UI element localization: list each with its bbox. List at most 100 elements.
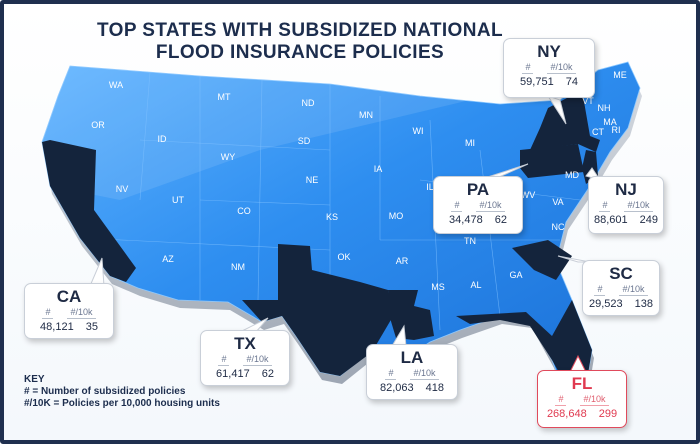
col-header-rate: #/10k — [410, 368, 439, 380]
state-label-wy: WY — [221, 152, 236, 162]
state-label-ms: MS — [431, 282, 445, 292]
state-sc — [512, 240, 572, 280]
policy-count: 59,751 — [520, 76, 554, 88]
policy-rate: 418 — [425, 382, 444, 394]
callout-fl: FL # #/10k 268,648 299 — [537, 370, 627, 428]
state-label-ri: RI — [612, 125, 621, 135]
state-label-tn: TN — [464, 236, 476, 246]
policy-rate: 299 — [598, 408, 618, 420]
state-label-co: CO — [237, 206, 251, 216]
policy-rate: 249 — [639, 214, 658, 226]
policy-rate: 138 — [634, 298, 653, 310]
callout-nj: NJ # #/10k 88,601 249 — [588, 176, 664, 234]
callout-pa: PA # #/10k 34,478 62 — [433, 176, 523, 234]
col-header-count: # — [555, 394, 567, 406]
state-label-mt: MT — [218, 92, 231, 102]
state-label-ok: OK — [337, 252, 350, 262]
state-label-or: OR — [91, 120, 105, 130]
state-pa — [520, 144, 584, 178]
key-line-count: # = Number of subsidized policies — [24, 386, 186, 397]
state-label-wa: WA — [109, 80, 123, 90]
callout-state: NJ — [615, 180, 637, 199]
policy-rate: 35 — [85, 321, 98, 333]
state-label-ia: IA — [374, 164, 383, 174]
policy-count: 34,478 — [449, 214, 483, 226]
callout-ca: CA # #/10k 48,121 35 — [24, 283, 114, 339]
callout-sc: SC # #/10k 29,523 138 — [582, 260, 660, 316]
col-header-count: # — [599, 200, 611, 212]
title-line-2: FLOOD INSURANCE POLICIES — [155, 42, 445, 63]
state-label-ut: UT — [172, 195, 184, 205]
state-label-ne: NE — [306, 175, 319, 185]
state-label-id: ID — [158, 134, 168, 144]
col-header-count: # — [451, 200, 463, 212]
state-label-ma: MA — [603, 117, 617, 127]
state-label-ct: CT — [592, 127, 604, 137]
col-header-rate: #/10k — [476, 200, 505, 212]
state-label-ga: GA — [509, 270, 522, 280]
state-label-wv: WV — [521, 190, 536, 200]
col-header-rate: #/10k — [243, 354, 272, 366]
state-label-md: MD — [565, 170, 579, 180]
policy-rate: 74 — [565, 76, 578, 88]
state-label-mn: MN — [359, 110, 373, 120]
state-label-mo: MO — [389, 211, 404, 221]
callout-state: TX — [234, 334, 256, 353]
policy-count: 268,648 — [546, 408, 587, 420]
col-header-rate: #/10k — [624, 200, 653, 212]
state-label-wi: WI — [413, 126, 424, 136]
key-heading: KEY — [24, 374, 45, 385]
col-header-count: # — [42, 307, 54, 319]
key-line-rate: #/10K = Policies per 10,000 housing unit… — [24, 398, 220, 409]
callout-state: NY — [537, 42, 561, 61]
col-header-count: # — [594, 284, 606, 296]
policy-count: 61,417 — [216, 368, 250, 380]
state-label-il: IL — [426, 182, 434, 192]
pointer-ny — [546, 95, 567, 125]
map-sheen — [42, 66, 470, 200]
state-label-nm: NM — [231, 262, 245, 272]
state-label-nh: NH — [598, 103, 611, 113]
state-label-nd: ND — [302, 98, 315, 108]
col-header-rate: #/10k — [67, 307, 96, 319]
policy-rate: 62 — [261, 368, 274, 380]
callout-ny: NY # #/10k 59,751 74 — [503, 38, 595, 98]
callout-state: FL — [571, 374, 593, 393]
infographic-title: TOP STATES WITH SUBSIDIZED NATIONAL FLOO… — [80, 20, 520, 64]
policy-count: 88,601 — [593, 214, 628, 226]
state-label-me: ME — [613, 70, 627, 80]
state-label-ks: KS — [326, 212, 338, 222]
callout-state: CA — [56, 287, 82, 306]
col-header-rate: #/10k — [619, 284, 648, 296]
callout-la: LA # #/10k 82,063 418 — [366, 344, 458, 400]
callout-tx: TX # #/10k 61,417 62 — [200, 330, 290, 386]
state-label-al: AL — [470, 280, 481, 290]
state-label-ar: AR — [396, 256, 409, 266]
state-tx — [242, 244, 392, 376]
callout-state: PA — [466, 180, 490, 199]
state-label-va: VA — [552, 197, 563, 207]
col-header-rate: #/10k — [547, 62, 576, 74]
title-line-1: TOP STATES WITH SUBSIDIZED NATIONAL — [97, 20, 503, 41]
callout-state: SC — [609, 264, 633, 283]
state-label-vt: VT — [582, 96, 594, 106]
policy-rate: 62 — [494, 214, 507, 226]
legend-key: KEY # = Number of subsidized policies #/… — [24, 374, 220, 410]
callout-state: LA — [400, 348, 424, 367]
state-label-sd: SD — [298, 136, 311, 146]
policy-count: 48,121 — [40, 321, 74, 333]
state-ca — [42, 140, 136, 282]
policy-count: 29,523 — [588, 298, 623, 310]
state-la — [388, 290, 434, 340]
state-label-nc: NC — [552, 222, 565, 232]
state-label-mi: MI — [465, 138, 475, 148]
col-header-rate: #/10k — [580, 394, 609, 406]
state-fl — [456, 300, 592, 392]
col-header-count: # — [218, 354, 230, 366]
col-header-count: # — [522, 62, 534, 74]
col-header-count: # — [385, 368, 397, 380]
policy-count: 82,063 — [379, 382, 414, 394]
state-labels: WA OR ID MT WY ND SD NE MN IA WI MI IL N… — [91, 70, 627, 292]
state-label-nv: NV — [116, 184, 129, 194]
